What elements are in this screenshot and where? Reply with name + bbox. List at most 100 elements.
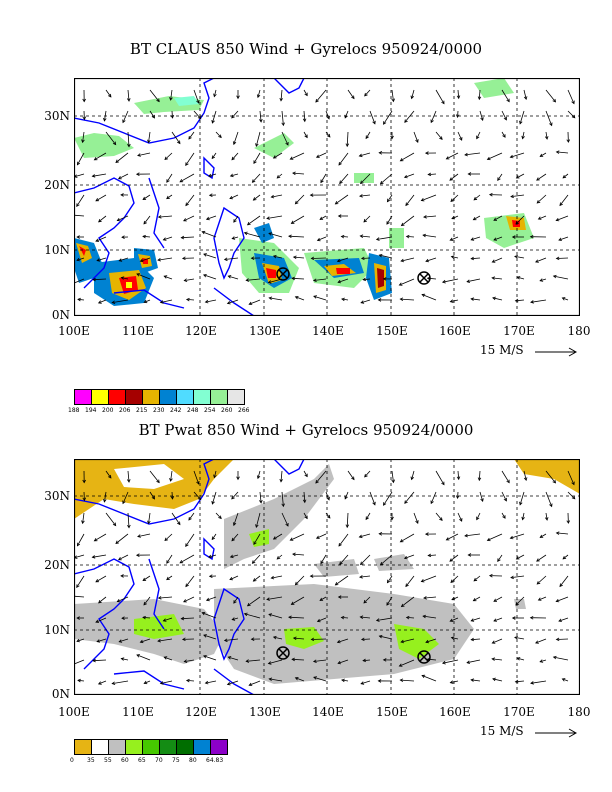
lon-label: 100E [58, 705, 90, 719]
wind-arrow-head [493, 217, 497, 221]
colorbar-tick-label: 0 [70, 757, 74, 764]
wind-arrow-head [95, 578, 100, 583]
lon-label: 110E [122, 705, 154, 719]
wind-arrow [450, 194, 459, 202]
wind-arrow [227, 299, 239, 304]
colorbar-swatch [176, 389, 194, 405]
wind-arrow [121, 277, 129, 280]
wind-arrow [142, 235, 151, 238]
wind-arrow-head [82, 98, 86, 103]
wind-arrow-head [320, 179, 324, 184]
colorbar-tick-label: 248 [187, 407, 199, 414]
wind-arrow-head [229, 195, 234, 200]
wind-arrow-head [360, 637, 365, 642]
wind-arrow-head [139, 258, 144, 263]
wind-arrow [501, 89, 510, 102]
wind-arrow-head [405, 202, 409, 207]
wind-arrow [421, 575, 437, 582]
wind-arrow [536, 194, 547, 204]
wind-arrow-head [164, 537, 168, 542]
wind-arrow-head [455, 114, 460, 119]
wind-arrow-head [251, 179, 256, 183]
wind-arrow-head [362, 658, 367, 663]
wind-arrow-head [537, 597, 542, 601]
wind-arrow-head [334, 201, 339, 205]
wind-arrow [290, 533, 305, 541]
wind-arrow-head [378, 532, 383, 536]
wind-arrow [539, 278, 547, 282]
wind-arrow-head [450, 636, 455, 640]
wind-arrow [359, 194, 371, 197]
colorbar-tick-label: 55 [104, 757, 112, 764]
wind-arrow [423, 234, 437, 238]
wind-arrow-head [364, 473, 368, 478]
colorbar-swatch [193, 739, 211, 755]
wind-arrow-head [391, 479, 395, 484]
wind-arrow-head [430, 500, 434, 505]
wind-arrow-head [456, 476, 461, 481]
wind-arrow-head [272, 635, 277, 640]
wind-arrow-head [122, 500, 126, 505]
wind-arrow-head [162, 618, 167, 622]
wind-arrow [259, 110, 262, 122]
wind-arrow [539, 152, 547, 157]
wind-arrow-head [266, 597, 270, 601]
wind-arrow [325, 491, 330, 500]
wind-arrow-head [359, 615, 364, 620]
wind-arrow-head [536, 200, 541, 204]
wind-arrow [164, 275, 173, 280]
wind-arrow [121, 658, 129, 661]
wind-arrow-head [536, 581, 541, 585]
wind-arrow-head [304, 473, 308, 478]
map-frame [74, 78, 580, 316]
lon-label: 180 [567, 705, 591, 719]
wind-arrow [478, 470, 481, 481]
wind-arrow-head [93, 537, 98, 542]
wind-arrow-head [467, 553, 472, 557]
wind-arrow [74, 214, 85, 217]
bottom-map-plot [74, 459, 580, 695]
wind-arrow-head [250, 256, 255, 260]
wind-arrow-head [425, 639, 429, 644]
wind-arrow-head [246, 602, 251, 607]
wind-arrow-head [493, 598, 497, 602]
wind-arrow-head [360, 300, 365, 304]
wind-arrow [203, 655, 217, 661]
lon-label: 130E [249, 324, 281, 338]
wind-arrow [257, 89, 261, 98]
wind-arrow-head [561, 678, 566, 682]
wind-arrow-head [383, 121, 387, 125]
wind-arrow [446, 533, 459, 541]
wind-arrow [266, 215, 283, 219]
wind-arrow [360, 554, 371, 565]
wind-arrow-head [211, 536, 216, 541]
lon-label: 100E [58, 324, 90, 338]
wind-arrow-head [415, 520, 419, 524]
wind-arrow-head [326, 496, 330, 501]
wind-arrow [171, 512, 181, 525]
wind-arrow-head [233, 219, 237, 223]
wind-arrow-head [309, 574, 314, 578]
wind-arrow [149, 89, 160, 102]
wind-arrow-head [232, 141, 237, 146]
wind-arrow [205, 680, 217, 684]
wind-arrow-head [378, 634, 383, 639]
wind-arrow [545, 491, 553, 507]
wind-arrow [179, 173, 195, 183]
wind-arrow [514, 637, 525, 640]
wind-arrow-head [201, 230, 206, 235]
wind-arrow [203, 253, 217, 259]
wind-arrow-head [267, 280, 272, 284]
wind-arrow [493, 596, 503, 602]
wind-arrow-head [233, 600, 237, 604]
wind-arrow-head [415, 139, 419, 143]
wind-arrow-head [459, 518, 463, 522]
wind-arrow-head [170, 495, 175, 500]
wind-arrow-head [470, 256, 475, 261]
wind-arrow-head [552, 479, 557, 484]
wind-arrow [82, 512, 85, 524]
wind-arrow [487, 533, 503, 541]
wind-arrow-head [476, 516, 480, 521]
wind-arrow [536, 554, 547, 562]
wind-arrow-head [135, 553, 140, 557]
